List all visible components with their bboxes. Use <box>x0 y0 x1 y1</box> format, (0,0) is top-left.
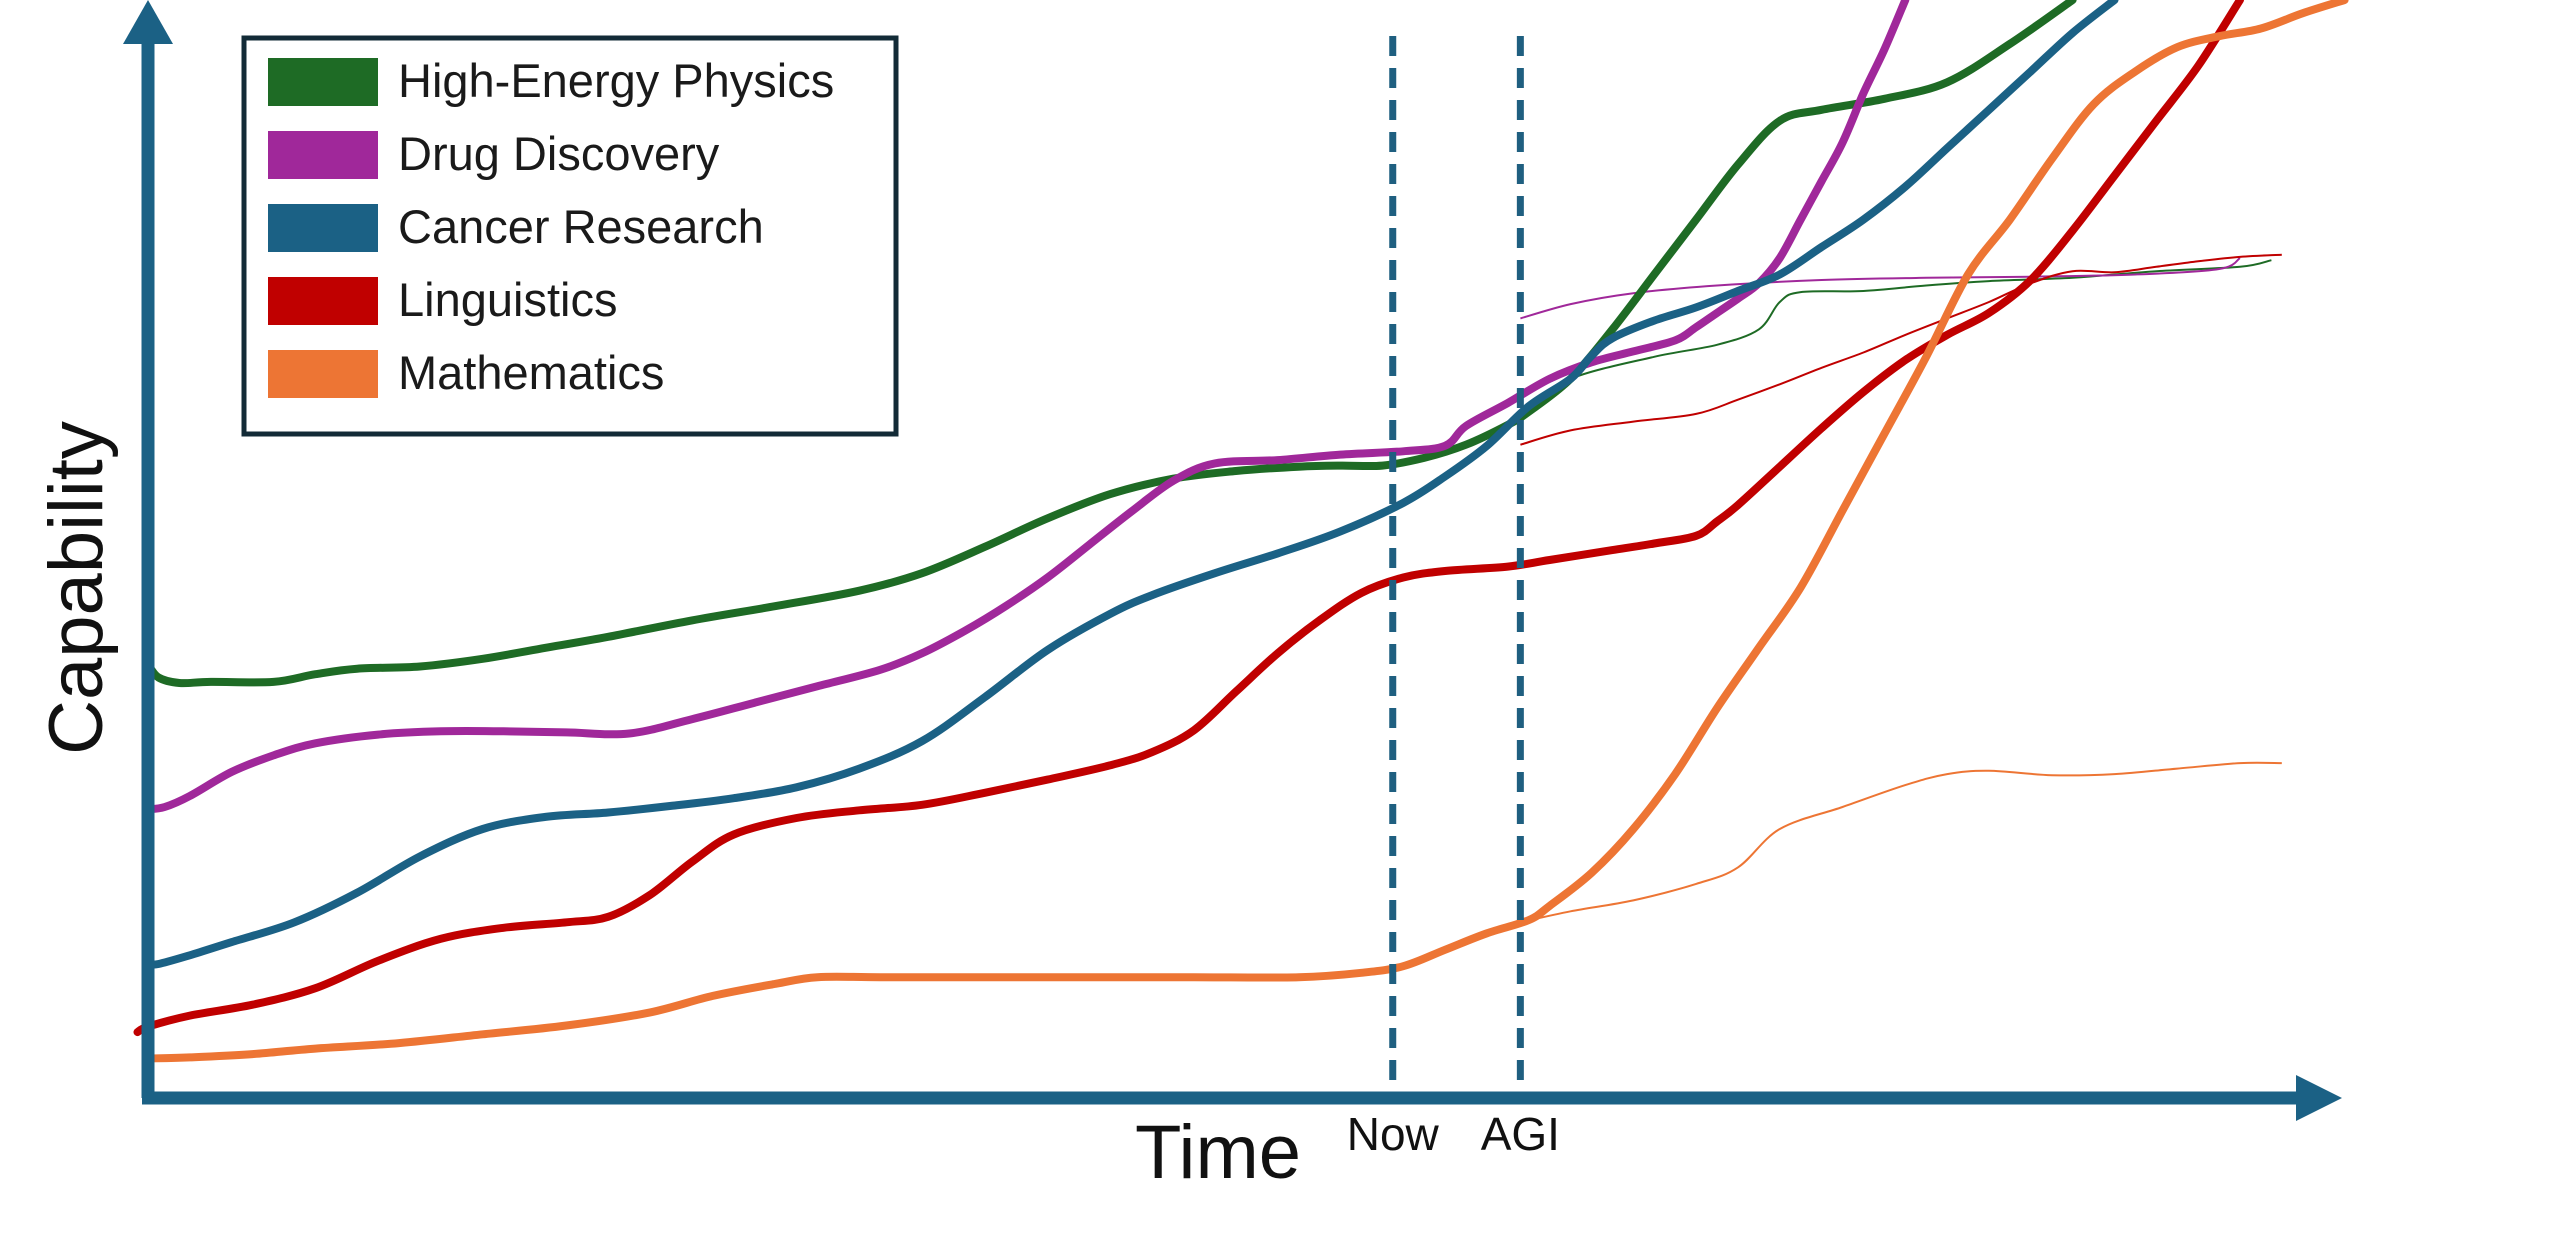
legend-label-cancer-research: Cancer Research <box>398 200 764 253</box>
x-axis-arrow-icon <box>2296 1075 2342 1121</box>
time-markers: Now AGI <box>1347 36 1560 1160</box>
legend-label-drug-discovery: Drug Discovery <box>398 127 720 180</box>
legend-swatch-cancer-research <box>268 204 378 252</box>
series-line-mathematics <box>144 0 2349 1063</box>
series-projection-high-energy-physics <box>1519 259 2272 413</box>
marker-label-now: Now <box>1347 1108 1440 1160</box>
legend-swatch-high-energy-physics <box>268 58 378 106</box>
series-projection-linguistics <box>1520 253 2282 446</box>
legend-swatch-drug-discovery <box>268 131 378 179</box>
y-axis-label: Capability <box>34 421 119 755</box>
axes: Time Capability <box>34 0 2342 1195</box>
y-axis-arrow-icon <box>123 0 173 44</box>
series-line-linguistics <box>133 0 2244 1037</box>
series-lines <box>133 0 2349 1063</box>
series-line-cancer-research <box>144 0 2119 969</box>
legend-swatch-linguistics <box>268 277 378 325</box>
marker-label-agi: AGI <box>1481 1108 1560 1160</box>
legend-label-mathematics: Mathematics <box>398 346 664 399</box>
legend-label-linguistics: Linguistics <box>398 273 617 326</box>
x-axis-label: Time <box>1135 1110 1301 1195</box>
series-projection-mathematics <box>1520 761 2282 924</box>
series-projection-drug-discovery <box>1520 257 2241 320</box>
legend-swatch-mathematics <box>268 350 378 398</box>
legend-label-high-energy-physics: High-Energy Physics <box>398 54 834 107</box>
legend: High-Energy Physics Drug Discovery Cancer … <box>241 35 899 437</box>
